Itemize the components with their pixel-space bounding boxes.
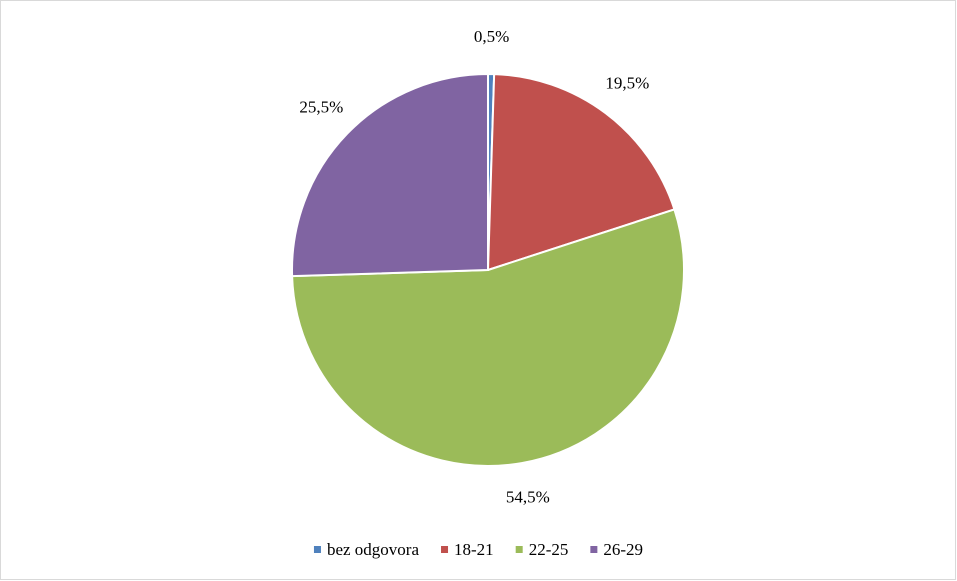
data-label: 19,5%: [605, 73, 649, 92]
legend-marker: [515, 546, 523, 553]
data-label: 25,5%: [299, 97, 343, 116]
legend-label: 22-25: [529, 540, 569, 559]
pie-slice: [486, 73, 676, 272]
data-label: 0,5%: [474, 27, 509, 46]
legend-marker: [313, 546, 321, 553]
legend-label: 26-29: [603, 540, 643, 559]
pie-slice: [291, 72, 489, 278]
legend-marker: [590, 546, 598, 553]
legend-label: bez odgovora: [327, 540, 420, 559]
legend-marker: [441, 546, 449, 553]
legend-label: 18-21: [454, 540, 494, 559]
data-label: 54,5%: [506, 487, 550, 506]
